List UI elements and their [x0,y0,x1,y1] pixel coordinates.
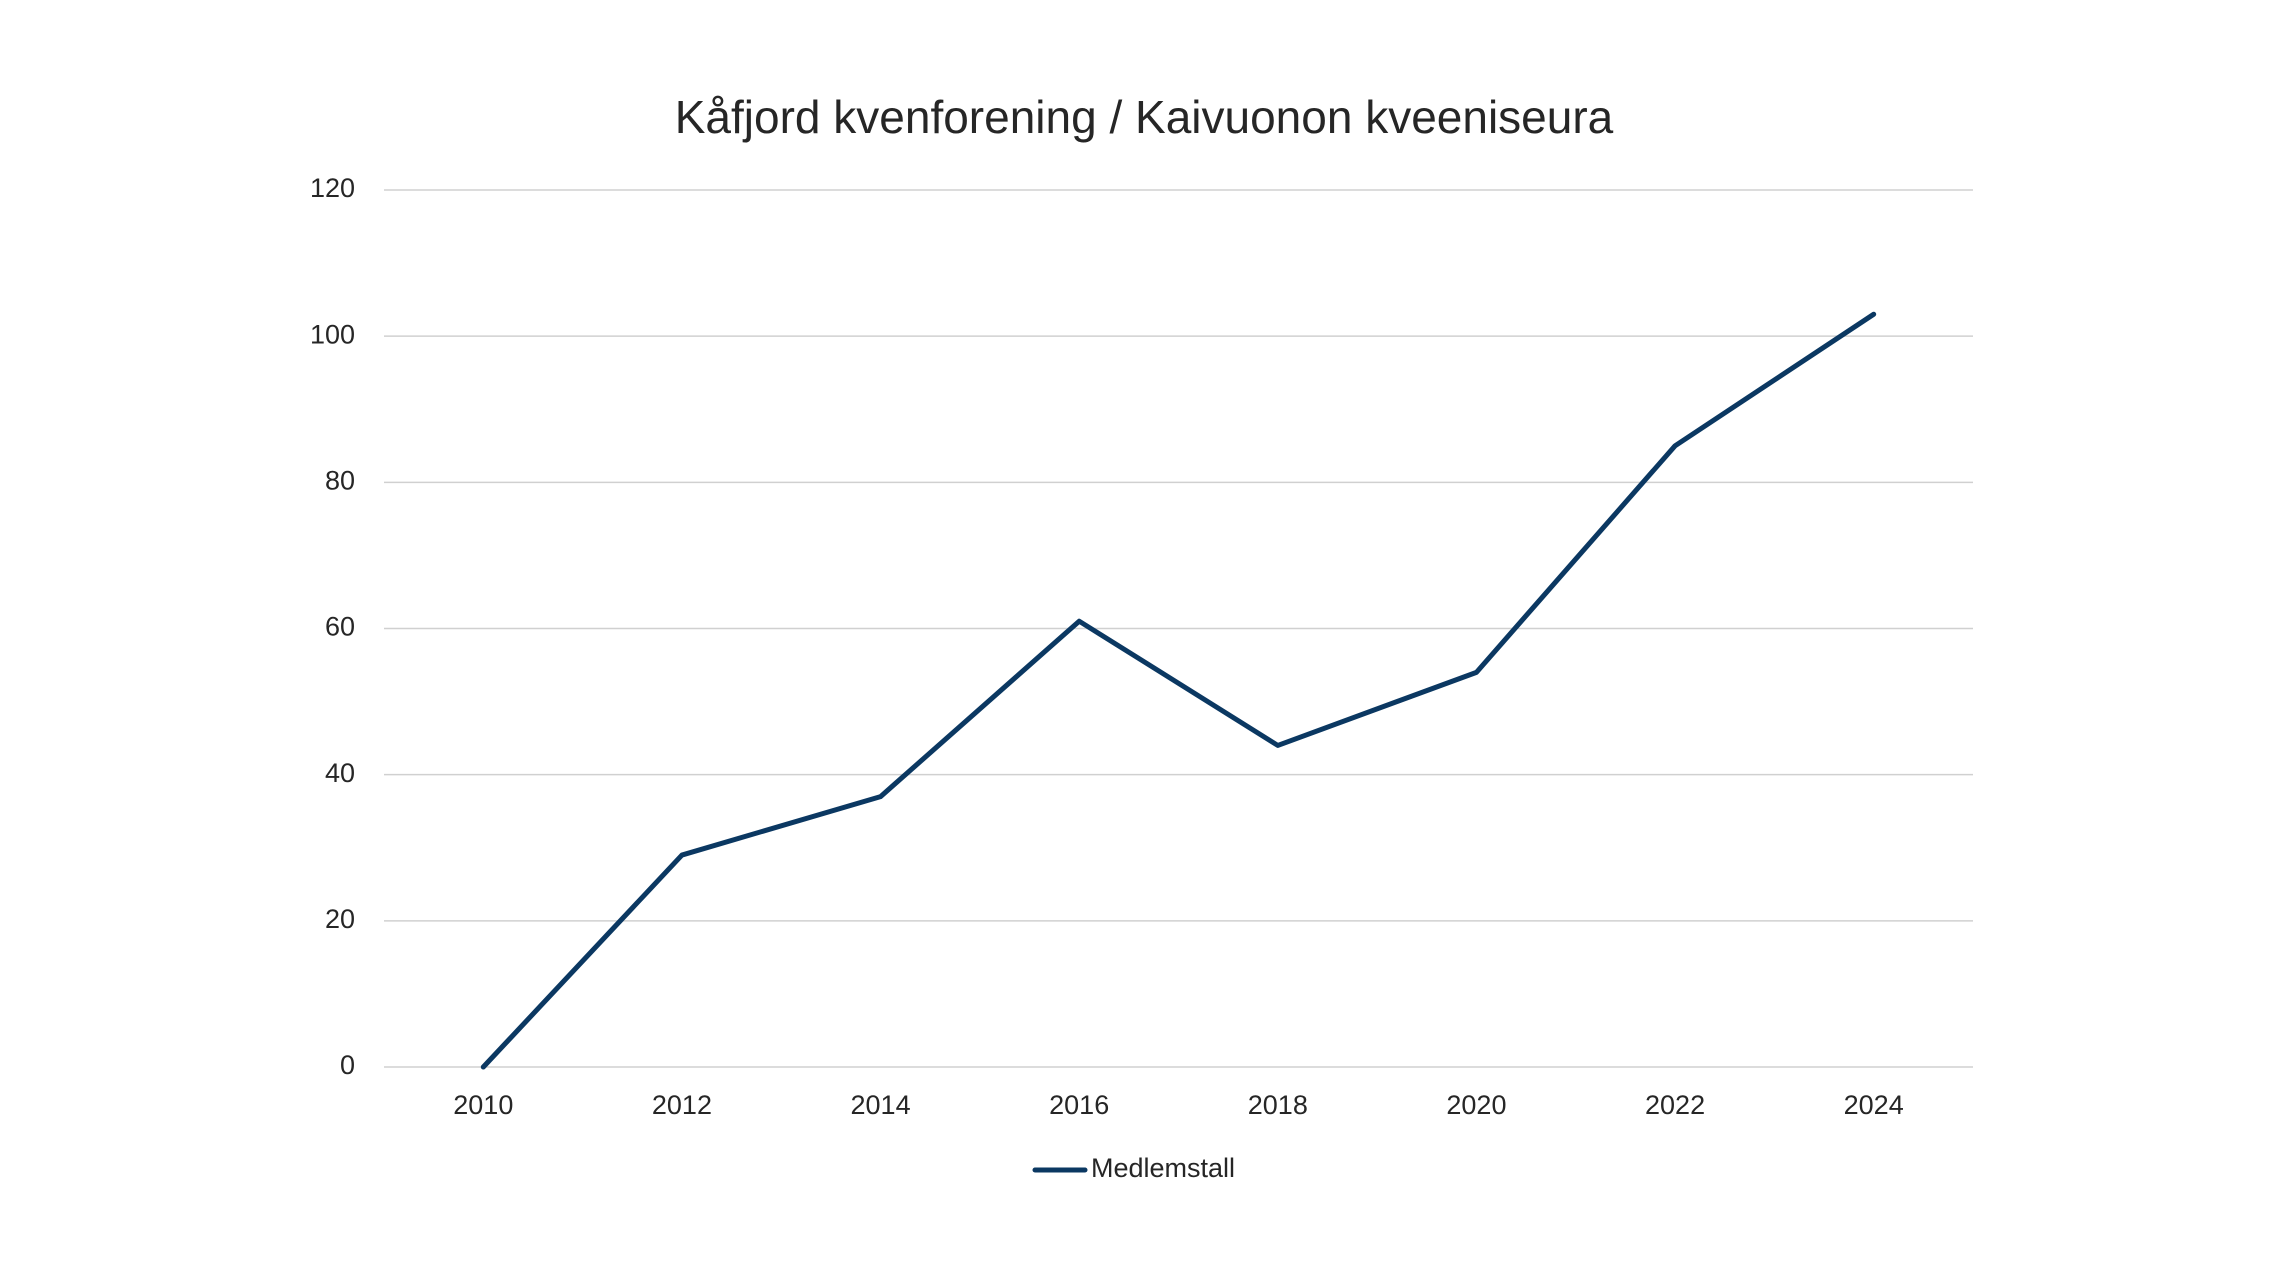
y-tick-label: 0 [340,1050,355,1080]
data-line [480,311,1877,1070]
x-tick-label: 2014 [851,1090,911,1120]
chart-title: Kåfjord kvenforening / Kaivuonon kveenis… [675,91,1614,143]
x-tick-label: 2020 [1446,1090,1506,1120]
x-tick-label: 2022 [1645,1090,1705,1120]
x-tick-label: 2010 [453,1090,513,1120]
x-tick-label: 2018 [1248,1090,1308,1120]
legend-label: Medlemstall [1091,1153,1235,1183]
y-tick-label: 60 [325,612,355,642]
x-tick-label: 2024 [1844,1090,1904,1120]
y-tick-label: 20 [325,904,355,934]
y-tick-label: 120 [310,173,355,203]
y-tick-label: 80 [325,465,355,495]
y-tick-label: 100 [310,319,355,349]
y-tick-label: 40 [325,758,355,788]
x-tick-label: 2012 [652,1090,712,1120]
x-tick-label: 2016 [1049,1090,1109,1120]
